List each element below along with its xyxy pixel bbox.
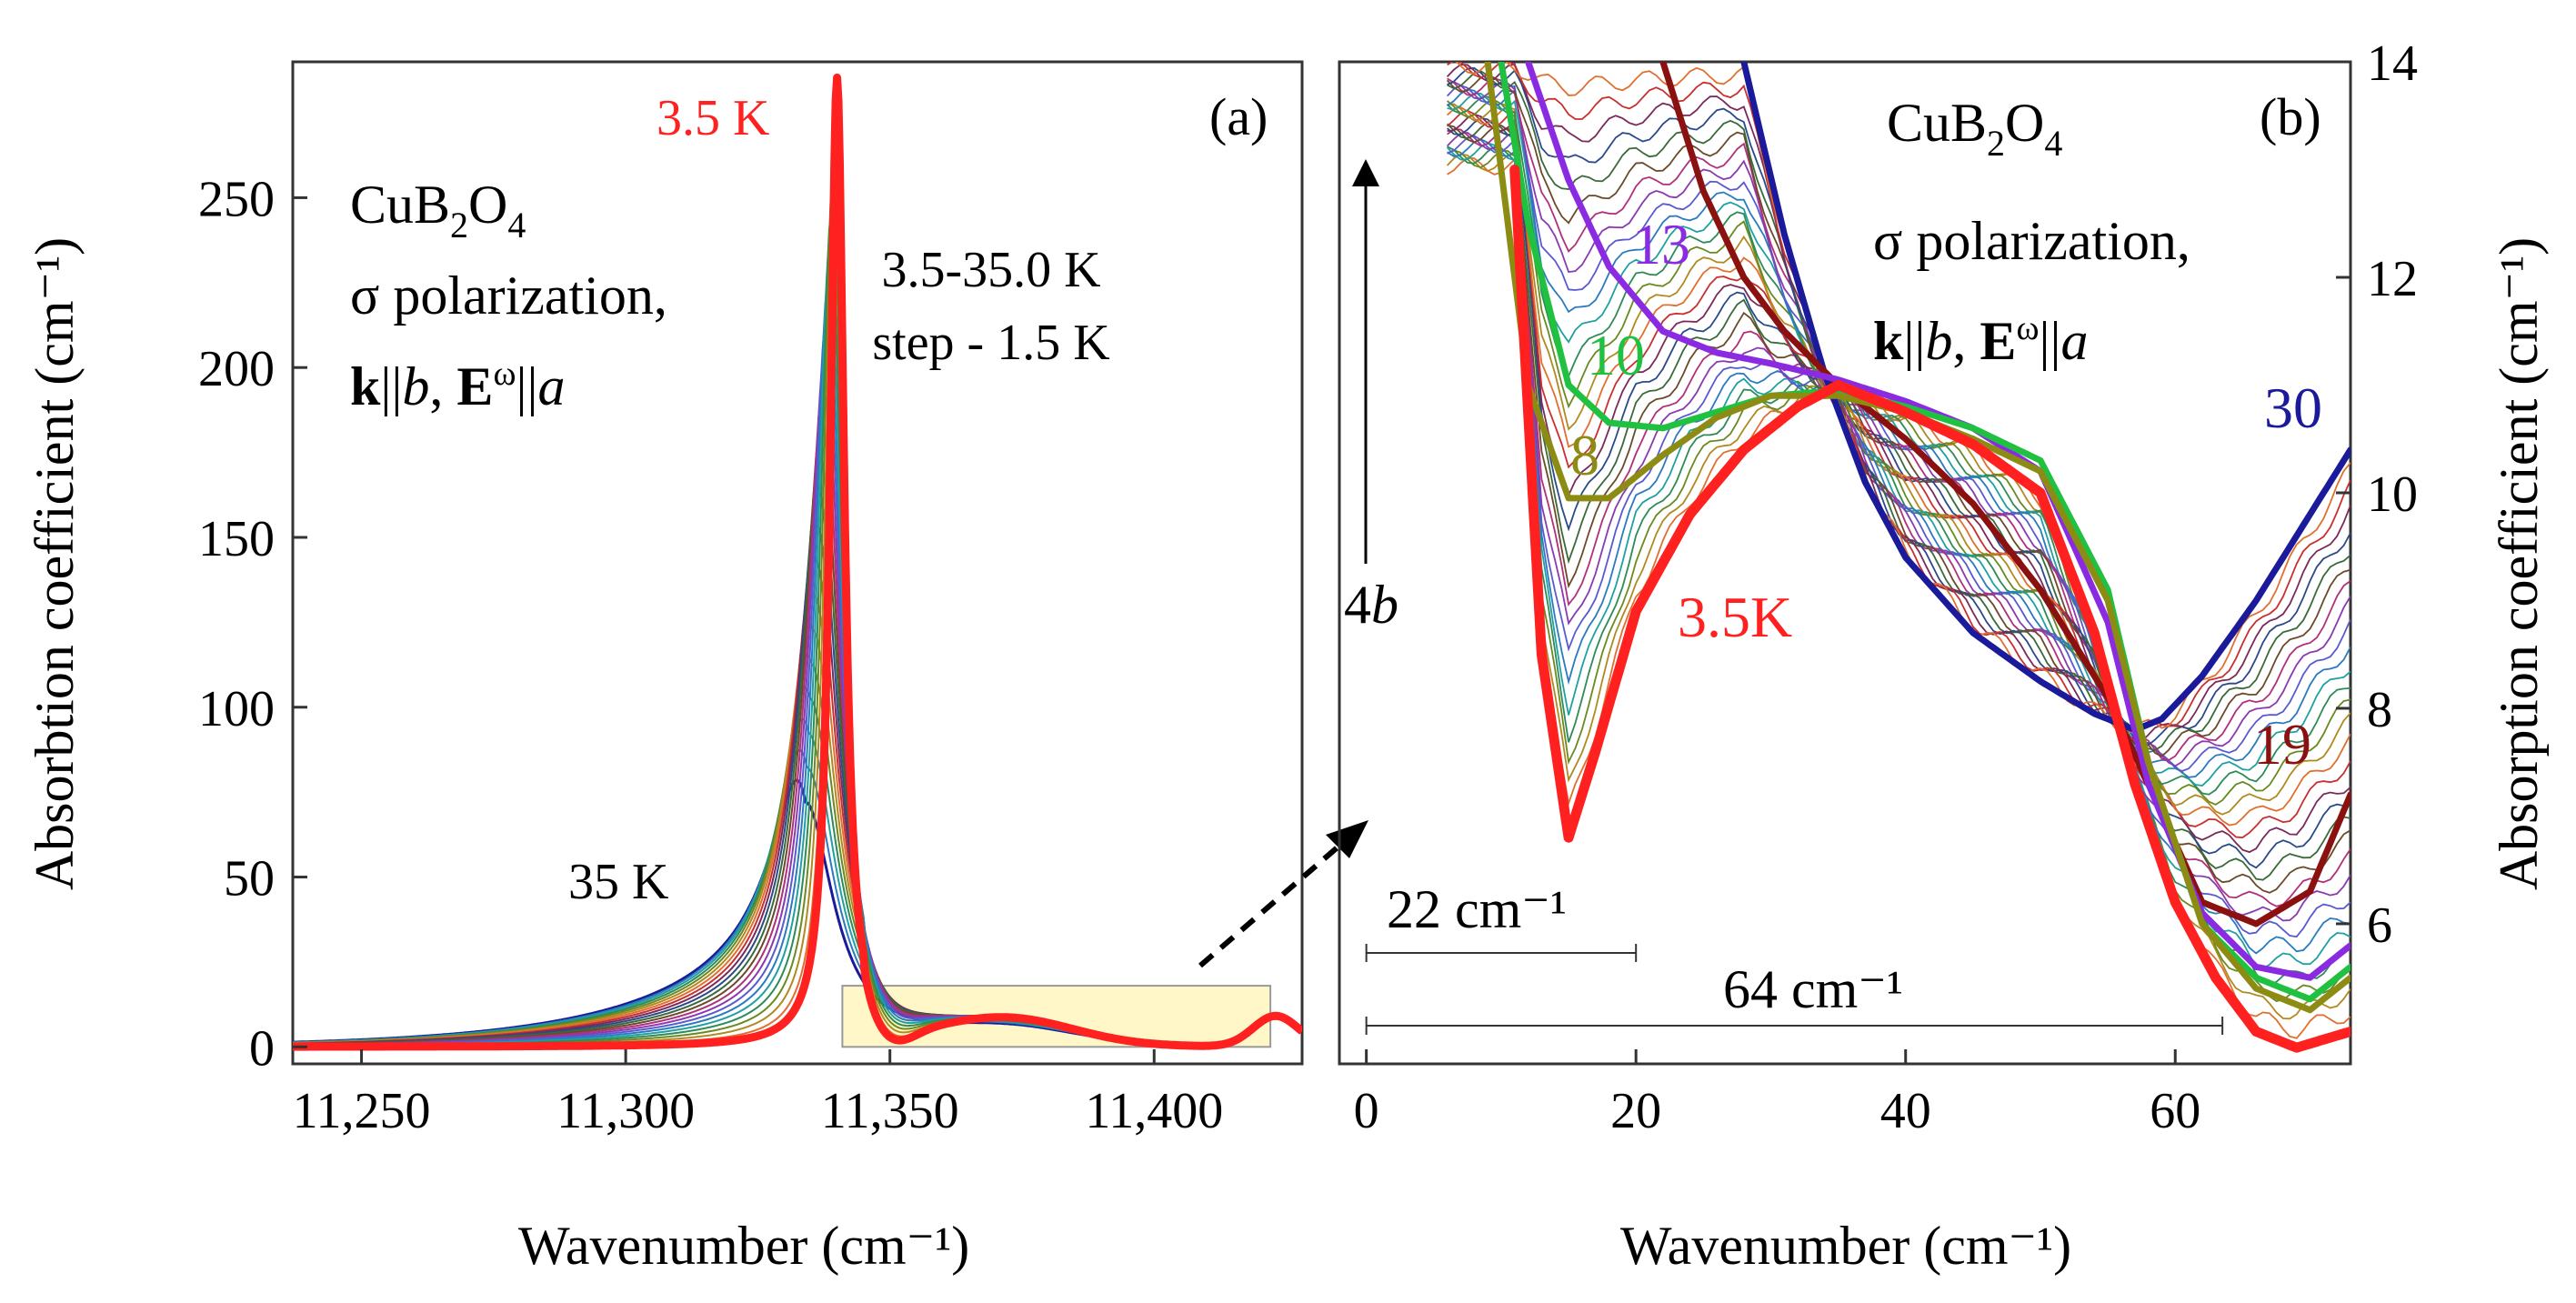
label-8: 8 [1570,423,1599,487]
b-series-10 [1498,62,2350,1003]
label-3.5k-a: 3.5 K [657,90,769,146]
b-xtick-label: 40 [1880,1083,1931,1139]
b-series-thin [1447,77,2350,762]
b-series-thin [1446,153,2350,1020]
b-series-thin [1446,109,2350,839]
panel-b-frame [1338,60,2352,1066]
a-series-line [293,215,1302,1047]
b-series-thin [1447,66,2350,747]
panel-a-tag: (a) [1209,87,1268,146]
label-19: 19 [2253,712,2311,777]
b-ytick-label: 6 [2367,897,2392,954]
a-series-line [293,111,1302,1047]
label-3.5k-b: 3.5K [1678,585,1792,649]
a-series-line [293,589,1302,1046]
a-ytick-label: 150 [198,511,275,567]
panel-b: 0 20 40 60 6 8 10 12 14 Wavenumber (cm⁻¹) Absor… [1338,35,2549,1276]
a-ytick-label: 200 [198,341,275,397]
panel-a: 11,250 11,300 11,350 11,400 0 50 100 150 200 250… [25,60,1304,1276]
b-ytick-label: 8 [2367,682,2392,738]
panel-b-curves [1446,62,2350,1053]
label-13: 13 [1632,212,1690,276]
a-xtick-label: 11,300 [556,1083,695,1139]
b-series-thin [1447,62,2350,741]
label-30: 30 [2264,376,2322,440]
panel-b-x-label: Wavenumber (cm⁻¹) [1620,1216,2071,1276]
geometry-b: k||b, Eω||a [1873,309,2088,371]
panel-b-y-label: Absorption coefficient (cm⁻¹) [2489,237,2549,890]
geometry-a: k||b, Eω||a [350,355,565,416]
panel-b-x-ticks: 0 20 40 60 [1354,1049,2200,1139]
b-xtick-label: 20 [1610,1083,1661,1139]
b-xtick-label: 0 [1354,1083,1379,1139]
zoom-arrow [1198,832,1354,968]
b-series-thin [1447,99,2350,806]
a-xtick-label: 11,350 [821,1083,959,1139]
b-series-thin [1447,149,2350,1002]
a-xtick-label: 11,250 [293,1083,431,1139]
b-series-thin [1446,121,2350,881]
b-series-thin [1446,131,2350,922]
panel-a-y-ticks: 0 50 100 150 200 250 [198,171,307,1077]
panel-b-y-ticks: 6 8 10 12 14 [2336,35,2418,954]
b-ytick-label: 14 [2367,35,2418,92]
a-ytick-label: 0 [249,1020,275,1077]
panel-b-tag: (b) [2260,87,2321,146]
temp-step: step - 1.5 K [872,315,1109,371]
b-series-thin [1447,116,2350,869]
b-series-13 [1525,62,2350,981]
b-series-thin [1447,145,2350,986]
zoom-arrow-head [1326,820,1368,858]
panel-a-x-ticks: 11,250 11,300 11,350 11,400 [293,1049,1223,1139]
b-series-thin [1447,127,2350,907]
label-35k-a: 35 K [568,854,668,910]
b-series-thin [1446,95,2350,796]
panel-a-x-label: Wavenumber (cm⁻¹) [518,1216,969,1276]
panel-a-frame [291,60,1304,1066]
polarization-a: σ polarization, [350,266,667,326]
compound-a: CuB2O4 [350,175,526,246]
b-ytick-label: 10 [2367,466,2418,523]
a-series-line [293,488,1302,1046]
b-series-19 [1659,62,2350,927]
arrow-label: 4b [1344,575,1398,635]
label-10: 10 [1587,323,1645,387]
b-series-thin [1447,102,2350,816]
panel-a-y-label: Absorbtion coefficient (cm⁻¹) [25,237,85,890]
b-series-thin [1446,74,2350,757]
spacing-64-label: 64 cm⁻¹ [1723,959,1903,1019]
panel-a-curves [293,73,1302,1051]
b-series-30 [1740,62,2350,734]
a-ytick-label: 50 [224,851,275,907]
a-xtick-label: 11,400 [1085,1083,1223,1139]
spacing-22-label: 22 cm⁻¹ [1387,879,1567,939]
b-series-thin [1447,124,2350,894]
b-ytick-label: 12 [2367,251,2418,307]
b-xtick-label: 60 [2150,1083,2200,1139]
polarization-b: σ polarization, [1873,211,2190,271]
spacing-brackets [1365,944,2224,1035]
b-series-3.5K [1509,165,2350,1053]
a-ytick-label: 250 [198,171,275,227]
a-series-line [293,73,1302,1051]
compound-b: CuB2O4 [1887,93,2062,164]
temp-range: 3.5-35.0 K [881,242,1100,298]
b-series-thin [1446,85,2350,772]
a-ytick-label: 100 [198,681,275,737]
